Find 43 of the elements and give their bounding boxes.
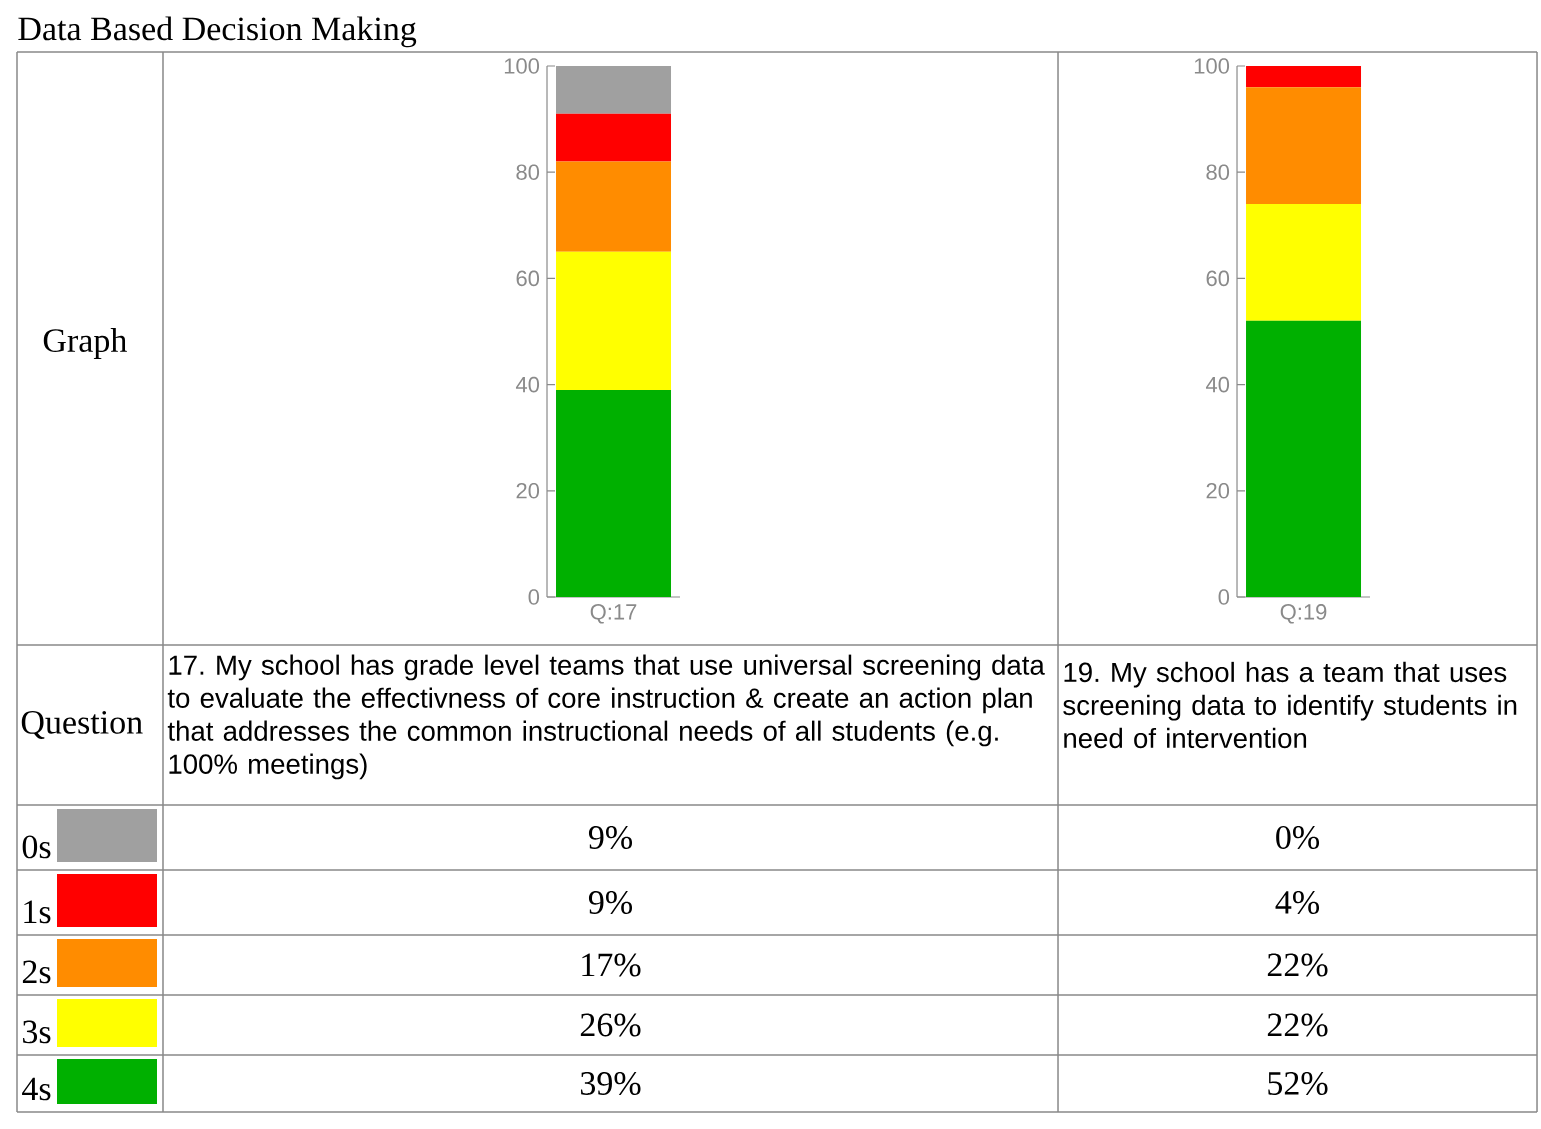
legend-label: 2s — [22, 960, 51, 984]
bar — [556, 65, 672, 114]
x-tick-label: Q:19 — [1280, 604, 1327, 624]
y-tick-label: 20 — [1206, 483, 1230, 499]
y-tick-label: 100 — [504, 58, 540, 74]
text: 9% — [588, 825, 633, 850]
x-tick-label: Q:17 — [590, 604, 637, 624]
y-tick-label: 100 — [1194, 58, 1230, 74]
text: 17. My school has grade level teams that use universal screening data to evaluate the effectivness of core instruction & create an action plan that addresses the common instructional needs of all students (e.g. 100% meetings) — [167, 654, 1045, 780]
bar — [1246, 204, 1362, 321]
y-tick-label: 80 — [1206, 164, 1230, 180]
y-tick-label: 60 — [1206, 270, 1230, 287]
legend-label: 3s — [23, 1020, 51, 1044]
y-tick-label: 40 — [515, 376, 540, 393]
text: 19. My school has a team that uses screening data to identify students in need of intervention — [1063, 661, 1517, 749]
text: 39% — [580, 1071, 641, 1096]
bar — [556, 251, 672, 390]
y-tick-label: 80 — [516, 164, 540, 180]
bar — [556, 389, 672, 597]
bar — [556, 113, 672, 162]
bar — [1246, 65, 1362, 88]
bar — [1246, 87, 1362, 205]
bar — [1246, 320, 1362, 597]
bar — [556, 161, 672, 252]
text: 0% — [1276, 825, 1320, 850]
text: Data Based Decision Making — [18, 16, 417, 48]
text: Graph — [43, 328, 127, 359]
text: 22% — [1267, 953, 1328, 977]
text: 26% — [580, 1013, 641, 1037]
legend-label: 1s — [24, 900, 51, 924]
y-tick-label: 20 — [516, 483, 540, 499]
text: Question — [21, 710, 143, 740]
legend-label: 0s — [22, 835, 51, 859]
y-tick-label: 0 — [528, 589, 540, 605]
text: 22% — [1267, 1013, 1328, 1037]
text: 9% — [588, 890, 633, 915]
text: 17% — [582, 953, 641, 977]
y-tick-label: 40 — [1205, 376, 1230, 393]
text: 52% — [1268, 1071, 1328, 1096]
text: 4% — [1275, 890, 1320, 915]
legend-label: 4s — [22, 1077, 51, 1101]
y-tick-label: 60 — [516, 270, 540, 287]
y-tick-label: 0 — [1218, 589, 1230, 605]
